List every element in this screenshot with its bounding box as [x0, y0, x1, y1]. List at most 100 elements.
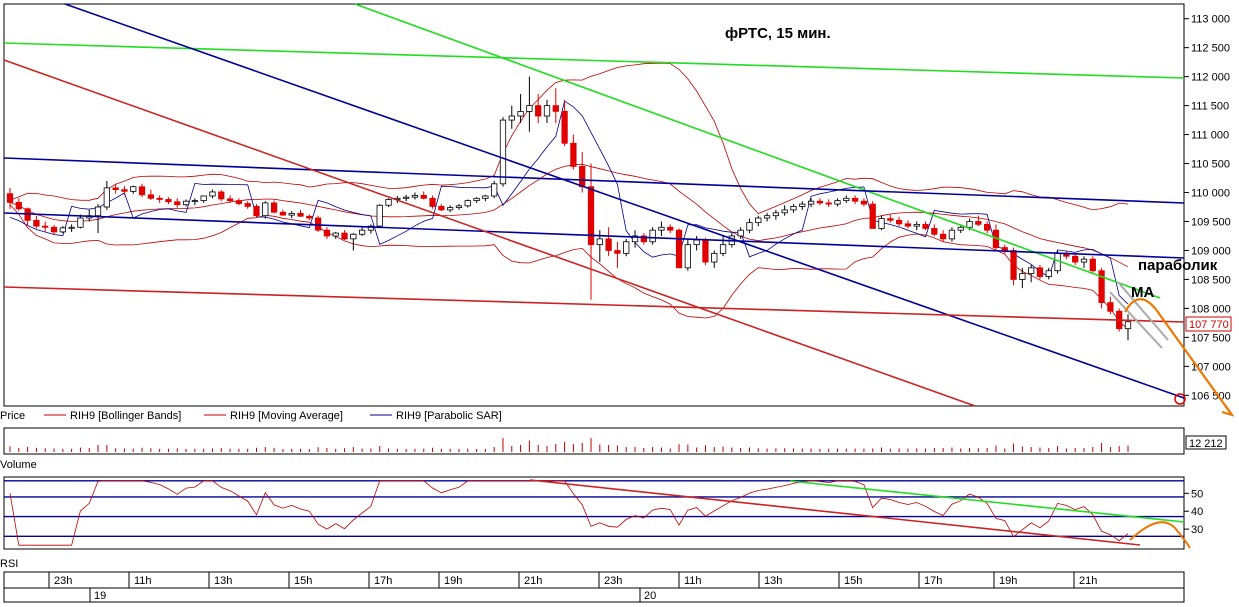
- candle: [675, 229, 683, 269]
- candle: [658, 226, 665, 231]
- time-hour-label: 21h: [1079, 575, 1097, 587]
- candle: [702, 239, 709, 263]
- candle: [763, 215, 771, 219]
- time-hour-label: 15h: [844, 575, 862, 587]
- time-hour-label: 15h: [294, 575, 312, 587]
- candle: [464, 200, 471, 207]
- candle: [314, 217, 322, 231]
- candle: [684, 244, 691, 269]
- candle: [209, 191, 216, 197]
- candle: [1001, 247, 1008, 251]
- rsi-content: [4, 479, 1191, 549]
- candle: [966, 221, 973, 228]
- candle: [191, 200, 198, 203]
- candle: [200, 195, 207, 202]
- legend-ma: RIH9 [Moving Average]: [230, 410, 343, 422]
- trendline-red-flat: [3, 286, 1185, 323]
- candle: [552, 105, 559, 112]
- legend: Price RIH9 [Bollinger Bands] RIH9 [Movin…: [0, 410, 502, 422]
- candle: [834, 200, 841, 205]
- rsi-label: RSI: [0, 558, 18, 570]
- rsi-tick-label: 40: [1191, 506, 1203, 518]
- legend-sar: RIH9 [Parabolic SAR]: [396, 410, 502, 422]
- candle: [957, 226, 964, 231]
- candle: [165, 199, 172, 203]
- candle: [279, 211, 287, 216]
- candle: [649, 229, 656, 243]
- candle: [6, 193, 14, 203]
- candle: [543, 105, 551, 117]
- price-tick-label: 108 000: [1191, 303, 1231, 315]
- candle: [904, 223, 912, 227]
- candle: [235, 200, 243, 204]
- candle: [367, 225, 375, 231]
- candle: [385, 199, 392, 206]
- volume-value-box: [1185, 435, 1227, 450]
- candle: [103, 187, 110, 208]
- volume-panel: [3, 427, 1185, 455]
- current-price-label: 107 770: [1189, 319, 1229, 331]
- candle: [596, 238, 603, 246]
- price-tick-label: 111 500: [1191, 101, 1229, 113]
- current-price-box: [1185, 316, 1232, 332]
- candle: [693, 239, 700, 246]
- candle: [1010, 250, 1017, 280]
- candle: [570, 142, 577, 167]
- candle: [895, 219, 903, 225]
- price-tick-label: 109 000: [1191, 245, 1231, 257]
- bollinger-lower: [9, 204, 1129, 330]
- trendline-blue-down: [64, 3, 1185, 399]
- indicator-lines: [9, 62, 1129, 330]
- price-tick-label: 108 500: [1191, 274, 1231, 286]
- candle: [59, 227, 66, 233]
- candle: [975, 221, 982, 225]
- candle: [420, 195, 427, 199]
- candle: [887, 218, 894, 221]
- time-day-label: 20: [644, 590, 656, 602]
- time-hour-label: 17h: [374, 575, 392, 587]
- price-tick-label: 110 000: [1191, 188, 1230, 200]
- candle: [1036, 267, 1044, 277]
- candle: [860, 200, 868, 205]
- volume-bars: [9, 438, 1129, 452]
- volume-value-label: 12 212: [1189, 438, 1223, 450]
- candle: [491, 183, 498, 197]
- candle: [182, 200, 190, 206]
- time-hour-label: 11h: [684, 575, 702, 587]
- time-hour-label: 13h: [764, 575, 782, 587]
- candle: [112, 187, 119, 191]
- candle: [1089, 258, 1096, 272]
- time-hour-label: 17h: [924, 575, 942, 587]
- rsi-panel: [3, 476, 1185, 550]
- time-hour-label: 21h: [524, 575, 542, 587]
- time-hour-label: 19h: [999, 575, 1017, 587]
- candle: [455, 205, 463, 208]
- annotation-ma: MA: [1131, 284, 1154, 301]
- candle: [156, 197, 163, 200]
- candle: [297, 212, 304, 217]
- price-tick-label: 107 500: [1191, 332, 1231, 344]
- price-tick-label: 112 500: [1191, 43, 1230, 55]
- candle: [948, 229, 956, 240]
- bollinger-upper: [9, 62, 1129, 215]
- candle: [807, 200, 815, 205]
- candle: [499, 119, 507, 185]
- time-hour-label: 23h: [54, 575, 72, 587]
- candle: [482, 195, 489, 199]
- candle: [535, 105, 542, 117]
- candle: [579, 166, 586, 188]
- candle: [1019, 273, 1026, 280]
- candle: [358, 229, 366, 235]
- candle: [526, 105, 533, 112]
- candle: [447, 207, 454, 211]
- candle: [403, 196, 410, 199]
- time-day-label: 19: [94, 590, 106, 602]
- candle: [851, 197, 859, 202]
- candle: [341, 232, 348, 240]
- price-tick-label: 111 000: [1191, 130, 1229, 142]
- target-circle: [1174, 393, 1186, 405]
- candle: [869, 203, 876, 229]
- candle: [1107, 302, 1114, 312]
- candle: [755, 217, 762, 224]
